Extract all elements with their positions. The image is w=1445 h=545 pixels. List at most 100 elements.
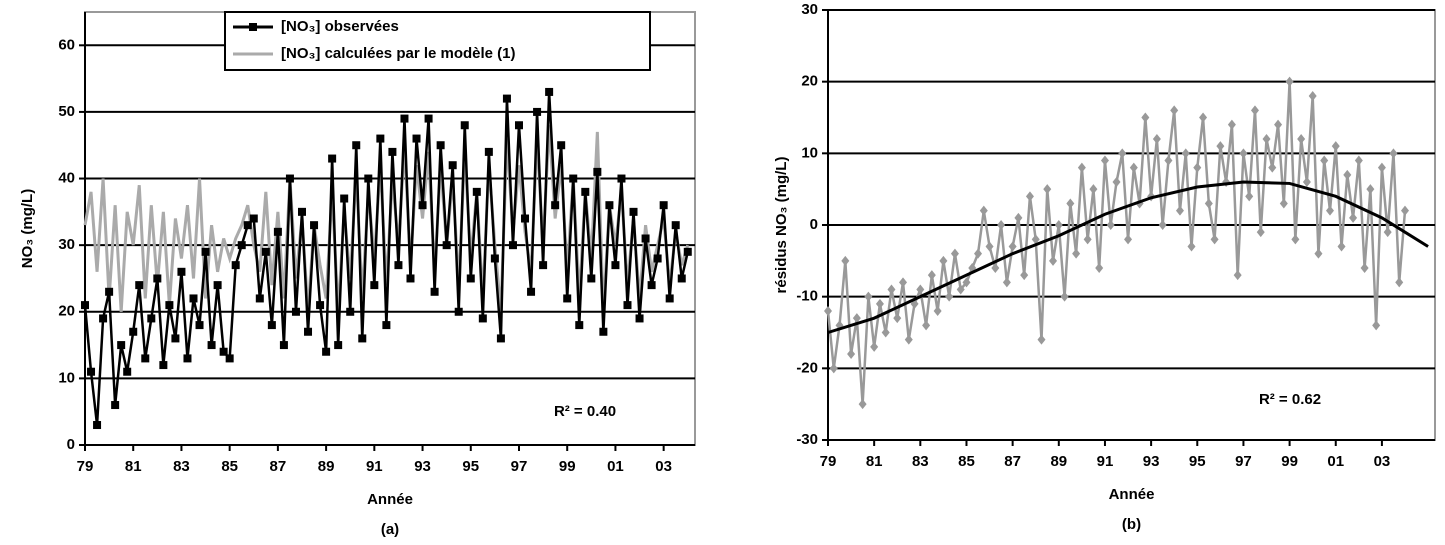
marker — [635, 314, 644, 323]
marker — [388, 147, 397, 156]
marker — [539, 261, 548, 270]
marker — [521, 214, 530, 223]
x-tick-label: 91 — [1097, 453, 1114, 470]
marker — [147, 314, 156, 323]
marker — [249, 23, 257, 31]
marker — [231, 261, 240, 270]
marker — [1297, 134, 1306, 144]
marker — [893, 313, 902, 324]
marker — [81, 301, 89, 310]
marker — [1395, 277, 1404, 288]
marker — [1054, 220, 1063, 230]
marker — [847, 349, 856, 359]
marker — [875, 298, 884, 309]
marker — [1181, 148, 1190, 159]
marker — [1291, 234, 1300, 245]
marker — [1124, 234, 1133, 245]
marker — [1383, 227, 1392, 238]
marker — [177, 267, 186, 276]
marker — [1002, 277, 1011, 288]
marker — [629, 207, 638, 216]
marker — [569, 174, 578, 183]
x-axis-label: Année — [367, 491, 413, 508]
marker — [267, 321, 276, 330]
marker — [249, 214, 258, 223]
marker — [881, 327, 890, 338]
marker — [273, 227, 282, 236]
marker — [611, 261, 620, 270]
marker — [1343, 169, 1352, 180]
marker — [207, 341, 216, 350]
y-tick-label: 0 — [67, 436, 75, 453]
marker — [1245, 191, 1254, 202]
marker — [514, 121, 523, 130]
marker — [153, 274, 162, 283]
legend-box — [224, 11, 651, 71]
y-axis-label: résidus NO₃ (mg/L) — [773, 157, 790, 294]
marker — [599, 327, 608, 336]
marker — [322, 347, 331, 356]
marker — [201, 247, 210, 256]
marker — [922, 320, 931, 331]
x-tick-label: 79 — [820, 453, 837, 470]
marker — [243, 221, 252, 230]
marker — [237, 241, 246, 250]
marker — [1210, 234, 1219, 245]
marker — [887, 284, 896, 295]
marker — [1337, 241, 1346, 252]
marker — [956, 284, 965, 295]
marker — [1049, 255, 1058, 266]
marker — [870, 341, 879, 352]
y-tick-label: 50 — [58, 103, 75, 120]
y-tick-label: -20 — [796, 359, 818, 376]
marker — [430, 287, 439, 296]
marker — [671, 221, 680, 230]
marker — [105, 287, 114, 296]
marker — [1314, 248, 1323, 259]
marker — [219, 347, 228, 356]
marker — [261, 247, 270, 256]
marker — [1400, 205, 1409, 216]
marker — [1008, 241, 1017, 252]
marker — [1250, 105, 1259, 116]
marker — [87, 367, 96, 376]
marker — [1372, 320, 1381, 331]
x-tick-label: 85 — [958, 453, 975, 470]
marker — [1100, 155, 1109, 166]
marker — [165, 301, 174, 310]
marker — [605, 201, 614, 210]
annotation: R² = 0.62 — [1259, 391, 1321, 408]
marker — [310, 221, 319, 230]
marker — [659, 201, 668, 210]
marker — [376, 134, 385, 143]
y-tick-label: 30 — [801, 1, 818, 18]
y-tick-label: 20 — [58, 303, 75, 320]
marker — [950, 248, 959, 259]
x-tick-label: 81 — [866, 453, 883, 470]
marker — [945, 291, 954, 302]
marker — [1152, 134, 1161, 144]
marker — [1118, 148, 1127, 159]
marker — [1377, 162, 1386, 173]
marker — [939, 255, 948, 266]
marker — [1389, 148, 1398, 159]
marker — [436, 141, 445, 150]
marker — [1129, 162, 1138, 173]
marker — [1320, 155, 1329, 166]
marker — [1366, 184, 1375, 195]
x-tick-label: 87 — [1004, 453, 1021, 470]
marker — [641, 234, 650, 243]
marker — [291, 307, 300, 316]
marker — [1308, 91, 1317, 101]
x-tick-label: 99 — [559, 458, 576, 475]
marker — [1066, 198, 1075, 209]
marker — [418, 201, 427, 210]
marker — [858, 399, 867, 410]
y-tick-label: -10 — [796, 288, 818, 305]
marker — [581, 187, 590, 196]
marker — [1279, 198, 1288, 209]
marker — [1354, 155, 1363, 166]
marker — [1262, 134, 1271, 144]
marker — [587, 274, 596, 283]
marker — [1141, 112, 1150, 123]
